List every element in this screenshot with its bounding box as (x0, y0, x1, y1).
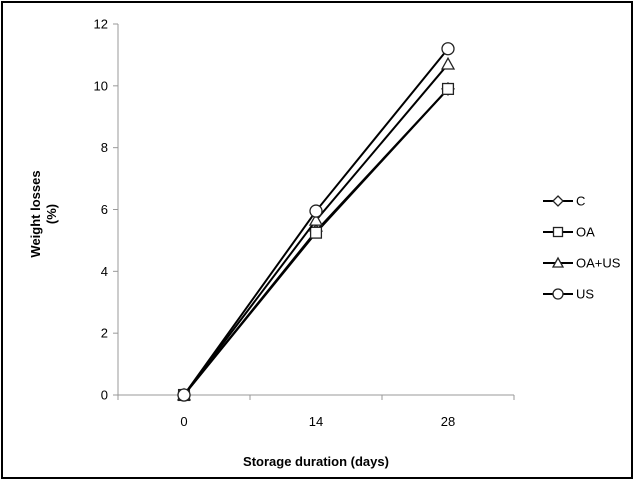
legend-label: OA (576, 225, 595, 240)
data-point-triangle (440, 56, 456, 70)
series-oa (177, 82, 455, 402)
legend-marker-circle (552, 288, 564, 300)
x-tick-label: 14 (309, 414, 323, 429)
legend-marker-diamond (552, 195, 564, 207)
series-us (177, 42, 455, 402)
y-tick-label: 0 (101, 388, 108, 403)
legend-item: US (543, 287, 594, 302)
x-tick-label: 0 (180, 414, 187, 429)
legend-item: OA+US (543, 256, 621, 271)
data-point-circle (177, 388, 191, 402)
legend-item: C (543, 194, 585, 209)
data-point-circle (441, 42, 455, 56)
y-tick-label: 6 (101, 202, 108, 217)
data-point-triangle (308, 212, 324, 226)
y-tick-label: 12 (94, 17, 108, 32)
y-axis-title-group: Weight losses (%) (28, 170, 59, 257)
legend: C OA OA+US US (543, 194, 621, 302)
data-point-square (441, 82, 455, 95)
legend-item: OA (543, 225, 595, 240)
y-axis-title-line2: (%) (44, 204, 59, 224)
y-tick-label: 10 (94, 78, 108, 93)
series-line (183, 88, 449, 396)
legend-marker-triangle (551, 256, 565, 268)
series-layer (176, 42, 456, 402)
legend-label: OA+US (576, 256, 621, 271)
y-tick-label: 4 (101, 264, 108, 279)
x-ticks: 0 14 28 (117, 395, 515, 429)
y-tick-label: 8 (101, 140, 108, 155)
y-ticks: 0 2 4 6 8 10 12 (94, 17, 118, 403)
legend-label: C (576, 194, 585, 209)
legend-marker-square (552, 226, 564, 238)
legend-label: US (576, 287, 594, 302)
y-axis-title-line1: Weight losses (28, 170, 43, 257)
series-c (177, 82, 455, 402)
data-point-square (309, 226, 323, 239)
data-point-circle (309, 204, 323, 218)
series-line (183, 88, 449, 396)
x-tick-label: 28 (441, 414, 455, 429)
chart-frame (1, 1, 633, 479)
y-tick-label: 2 (101, 326, 108, 341)
x-axis-title: Storage duration (days) (243, 454, 389, 469)
